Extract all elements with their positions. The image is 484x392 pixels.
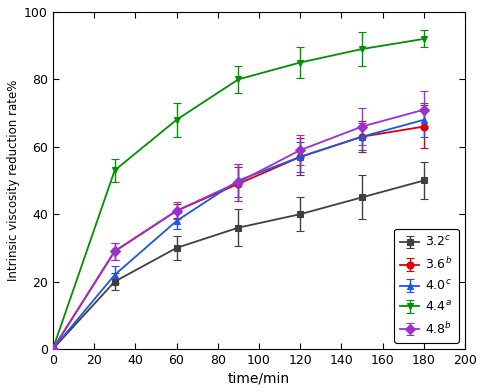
X-axis label: time/min: time/min [228,371,290,385]
Y-axis label: Intrinsic viscosity reduction rate%: Intrinsic viscosity reduction rate% [7,80,20,281]
Legend: 3.2$^{c}$, 3.6$^{b}$, 4.0$^{c}$, 4.4$^{a}$, 4.8$^{b}$: 3.2$^{c}$, 3.6$^{b}$, 4.0$^{c}$, 4.4$^{a… [394,229,459,343]
